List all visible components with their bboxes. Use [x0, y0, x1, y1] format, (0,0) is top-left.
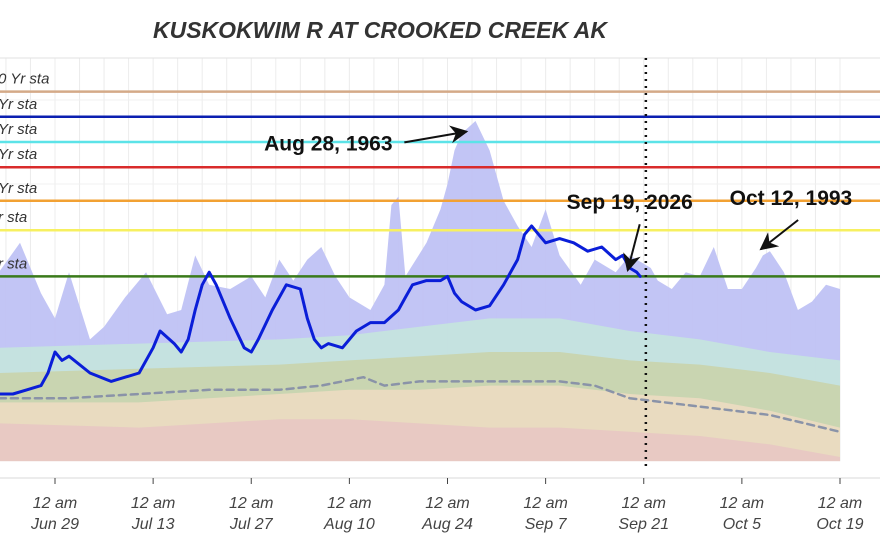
- below-min-fill: [0, 461, 880, 478]
- x-tick-label: Sep 7: [525, 516, 568, 533]
- x-tick-label: 12 am: [720, 495, 764, 512]
- x-tick-label: Oct 5: [723, 516, 761, 533]
- series-line-median: [0, 375, 842, 434]
- percentile-bands: [0, 121, 880, 478]
- x-tick-label: 12 am: [523, 495, 567, 512]
- series-lines: [0, 224, 842, 434]
- threshold-label: 0 Yr sta: [0, 71, 49, 88]
- x-tick-label: Jun 29: [30, 516, 79, 533]
- x-tick-label: Jul 27: [229, 516, 274, 533]
- annotation-arrow: [404, 125, 469, 144]
- threshold-label: r sta: [0, 255, 27, 272]
- x-tick-label: 12 am: [229, 495, 273, 512]
- annotation-arrow: [759, 219, 799, 251]
- x-tick-label: 12 am: [131, 495, 175, 512]
- x-tick-label: Oct 19: [816, 516, 863, 533]
- x-tick-label: Jul 13: [131, 516, 175, 533]
- x-tick-label: 12 am: [622, 495, 666, 512]
- annotation-arrow: [623, 223, 641, 272]
- annotation-label: Aug 28, 1963: [264, 132, 392, 155]
- x-tick-label: Aug 10: [323, 516, 375, 533]
- annotation-label: Sep 19, 2026: [567, 191, 693, 214]
- x-tick-label: 12 am: [818, 495, 862, 512]
- x-tick-label: Sep 21: [618, 516, 669, 533]
- series-line-observed: [0, 224, 642, 396]
- x-tick-label: Aug 24: [421, 516, 473, 533]
- annotation-label: Oct 12, 1993: [730, 187, 853, 210]
- x-axis: 12 am Jun 29 12 am Jul 13 12 am Jul 27 12 am Au…: [0, 477, 880, 533]
- x-tick-label: 12 am: [425, 495, 469, 512]
- x-tick-label: 12 am: [33, 495, 77, 512]
- x-tick-label: 12 am: [327, 495, 371, 512]
- threshold-label: Yr sta: [0, 121, 37, 138]
- chart-title: KUSKOKWIM R AT CROOKED CREEK AK: [153, 17, 608, 43]
- threshold-label: r sta: [0, 209, 27, 226]
- annotations: Aug 28, 1963 Sep 19, 2026 Oct 12, 1993: [264, 58, 852, 470]
- threshold-label: Yr sta: [0, 180, 37, 197]
- threshold-label: Yr sta: [0, 96, 37, 113]
- threshold-label: Yr sta: [0, 146, 37, 163]
- flood-thresholds: 0 Yr sta Yr sta Yr sta Yr sta Yr sta r sta r s…: [0, 71, 880, 278]
